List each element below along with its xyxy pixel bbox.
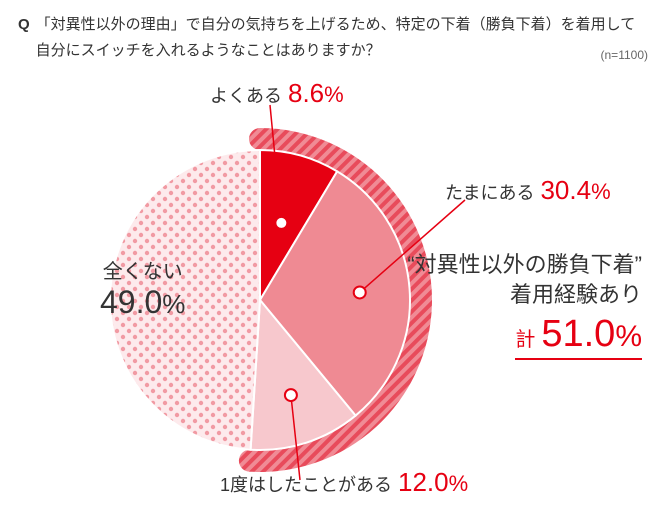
slice-label-pct: 49.0% (100, 284, 185, 321)
slice-label-pct: 30.4% (540, 175, 610, 205)
summary-block: “対異性以外の勝負下着” 着用経験あり 計 51.0% (407, 250, 642, 360)
survey-question: Q 「対異性以外の理由」で自分の気持ちを上げるため、特定の下着（勝負下着）を着用し… (18, 12, 652, 63)
slice-label-often: よくある 8.6% (210, 78, 344, 109)
sample-size: (n=1100) (601, 48, 648, 62)
leader-dot-sometimes (354, 286, 366, 298)
question-label: Q (18, 16, 30, 33)
slice-label-name: 全くない (100, 255, 185, 284)
slice-label-name: たまにある (445, 183, 534, 203)
summary-line1: “対異性以外の勝負下着” (407, 250, 642, 280)
leader-dot-once (285, 389, 297, 401)
slice-label-name: よくある (210, 86, 282, 106)
slice-label-once: 1度はしたことがある 12.0% (220, 467, 468, 498)
summary-total-pct: 51.0% (541, 313, 642, 355)
slice-label-pct: 8.6% (288, 78, 344, 108)
slice-label-name: 1度はしたことがある (220, 475, 392, 495)
summary-prefix: 計 (515, 329, 535, 351)
leader-dot-often (275, 217, 287, 229)
question-text-line2: 自分にスイッチを入れるようなことはありますか？ (36, 42, 381, 59)
slice-label-pct: 12.0% (398, 467, 468, 497)
slice-label-never: 全くない49.0% (100, 255, 185, 321)
summary-total: 計 51.0% (515, 313, 642, 360)
summary-line2: 着用経験あり (407, 280, 642, 310)
question-text-line1: 「対異性以外の理由」で自分の気持ちを上げるため、特定の下着（勝負下着）を着用して (36, 16, 636, 33)
slice-label-sometimes: たまにある 30.4% (445, 175, 611, 206)
